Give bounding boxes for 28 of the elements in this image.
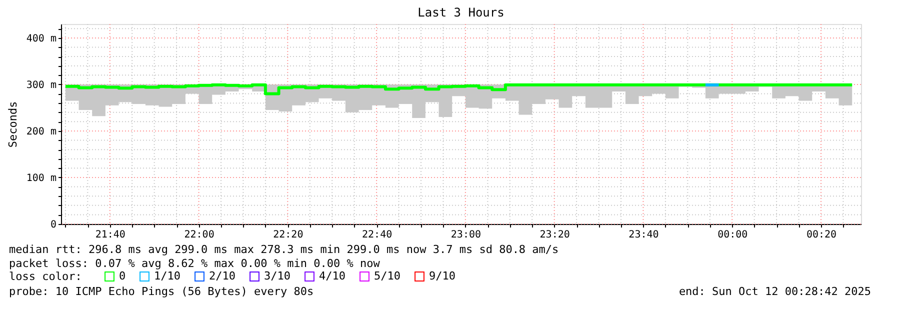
- text: packet loss: 0.07 % avg 8.62 % max 0.00 % min 0.00 % now: [9, 257, 380, 270]
- x-tick-label: 23:00: [450, 230, 481, 240]
- legend-label: 2/10: [209, 270, 236, 283]
- legend-title: loss color:: [9, 270, 82, 283]
- legend-label: 0: [119, 270, 126, 283]
- y-tick-label: 400 m: [26, 33, 56, 44]
- legend-label: 1/10: [154, 270, 180, 283]
- x-tick-label: 00:00: [718, 230, 748, 240]
- chart-title: Last 3 Hours: [418, 6, 504, 20]
- y-tick-label: 100 m: [26, 172, 56, 184]
- x-tick-label: 22:20: [273, 230, 304, 240]
- y-axis-title: Seconds: [6, 101, 20, 148]
- y-tick-label: 300 m: [26, 80, 56, 91]
- legend-label: 4/10: [319, 270, 346, 283]
- text: median rtt: 296.8 ms avg 299.0 ms max 278.3 ms min 299.0 ms now 3.7 ms sd 80.8 am/s: [9, 243, 559, 256]
- x-tick-label: 00:20: [806, 230, 837, 240]
- x-tick-label: 23:20: [540, 230, 570, 240]
- x-tick-label: 23:40: [628, 230, 659, 240]
- text: end: Sun Oct 12 00:28:42 2025: [678, 285, 871, 298]
- x-tick-label: 22:00: [184, 230, 214, 240]
- y-tick-label: 0: [50, 220, 56, 230]
- legend-label: 9/10: [429, 270, 456, 283]
- x-tick-label: 22:40: [362, 230, 392, 240]
- text: probe: 10 ICMP Echo Pings (56 Bytes) every 80s: [9, 285, 314, 298]
- y-tick-label: 200 m: [26, 126, 56, 138]
- legend-label: 5/10: [374, 270, 400, 283]
- legend-label: 3/10: [264, 270, 290, 283]
- x-tick-label: 21:40: [95, 230, 126, 240]
